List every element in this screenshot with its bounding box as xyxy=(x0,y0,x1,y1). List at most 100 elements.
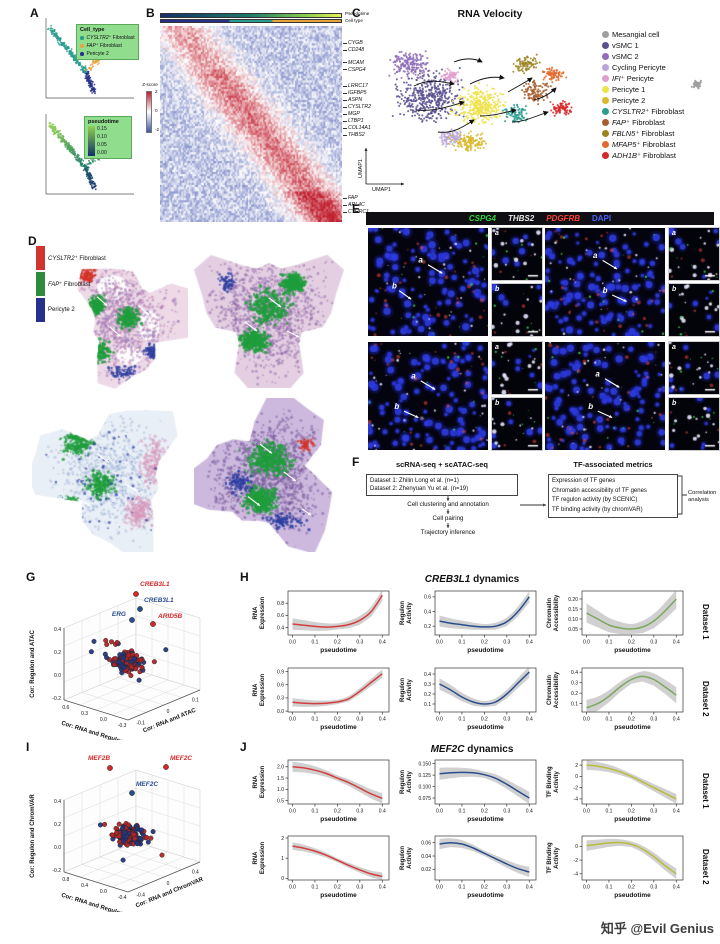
legend-item-label: IFI⁺ Pericyte xyxy=(612,74,654,83)
svg-text:-0.1: -0.1 xyxy=(136,720,145,726)
legend-swatch xyxy=(80,52,84,56)
svg-text:0.1: 0.1 xyxy=(605,640,612,646)
gene-tick xyxy=(343,134,347,136)
inset-label-b: b xyxy=(672,286,677,293)
line-plot: -4 -2 0 2 0.0 0.1 0.2 0.3 0.4 TF Binding Activity p… xyxy=(547,759,684,823)
svg-text:0.6: 0.6 xyxy=(277,613,284,619)
svg-text:Chromatin: Chromatin xyxy=(547,598,553,628)
svg-text:0.4: 0.4 xyxy=(526,885,533,891)
legend-item: vSMC 2 xyxy=(602,52,684,61)
svg-text:Expression: Expression xyxy=(260,841,266,874)
annotation-arrows-2: ab xyxy=(593,251,627,302)
line-plot: 0 1 2 0.0 0.1 0.2 0.3 0.4 RNA Expression pseudotim… xyxy=(253,835,390,899)
legend-swatch xyxy=(602,141,609,148)
inset-label-b: b xyxy=(672,400,677,407)
flow-step-clustering: Cell clustering and annotation xyxy=(407,501,489,508)
svg-text:0.2: 0.2 xyxy=(334,717,341,723)
svg-text:MEF2C: MEF2C xyxy=(170,755,192,762)
gene-tick xyxy=(343,62,347,64)
svg-text:0.3: 0.3 xyxy=(356,885,363,891)
svg-text:Regulon: Regulon xyxy=(400,770,406,794)
svg-text:pseudotime: pseudotime xyxy=(614,892,651,899)
svg-text:0.3: 0.3 xyxy=(356,640,363,646)
svg-text:2: 2 xyxy=(281,836,284,842)
panel-h-title: CREB3L1 dynamics xyxy=(302,574,642,585)
line-plot: 0.05 0.10 0.15 0.20 0.0 0.1 0.2 0.3 0.4 Chromatin… xyxy=(547,590,684,654)
legend-item-label: CYSLTR2⁺ Fibroblast xyxy=(612,107,685,116)
flow-step-trajectory: Trajectory inference xyxy=(420,529,476,536)
panel-j-title: MEF2C dynamics xyxy=(302,744,642,755)
gene-tick xyxy=(343,197,347,199)
svg-text:Regulon: Regulon xyxy=(400,601,406,625)
svg-text:0.0: 0.0 xyxy=(583,809,590,815)
legend-item: FBLN5⁺ Fibroblast xyxy=(602,129,684,138)
svg-text:0.150: 0.150 xyxy=(418,761,431,767)
svg-text:RNA: RNA xyxy=(253,606,259,620)
legend-item: Pericyte 2 xyxy=(80,51,135,57)
zscore-tick: 0 xyxy=(155,108,158,113)
svg-text:-4: -4 xyxy=(574,797,579,803)
legend-swatch xyxy=(602,42,609,49)
zscore-colorbar xyxy=(146,91,152,133)
pseudotime-tick: 0.05 xyxy=(97,142,107,148)
fluor-main-4 xyxy=(545,342,665,450)
spatial-image-2 xyxy=(194,238,344,388)
metric-line-1: Expression of TF genes xyxy=(552,478,616,484)
legend-item-label: FAP⁺ Fibroblast xyxy=(612,118,666,127)
svg-text:0.1: 0.1 xyxy=(311,640,318,646)
svg-text:pseudotime: pseudotime xyxy=(320,816,357,823)
svg-text:0.0: 0.0 xyxy=(289,885,296,891)
svg-text:0.2: 0.2 xyxy=(54,650,61,656)
gene-label: ARL4C xyxy=(348,202,365,209)
svg-text:0.4: 0.4 xyxy=(673,640,680,646)
svg-text:TF Binding: TF Binding xyxy=(547,842,553,874)
svg-text:0.0: 0.0 xyxy=(289,809,296,815)
svg-text:0.2: 0.2 xyxy=(628,640,635,646)
legend-item: Pericyte 2 xyxy=(36,298,106,322)
svg-text:0.1: 0.1 xyxy=(424,702,431,708)
svg-text:Activity: Activity xyxy=(407,847,413,869)
svg-text:0: 0 xyxy=(167,881,170,887)
svg-text:0.3: 0.3 xyxy=(356,717,363,723)
fluor-main-3 xyxy=(368,342,488,450)
panel-h-title-gene: CREB3L1 xyxy=(424,574,471,585)
svg-text:0.2: 0.2 xyxy=(628,717,635,723)
fluor-inset-b-2 xyxy=(668,283,720,337)
heatmap-canvas xyxy=(160,26,342,222)
panel-j-title-rest: dynamics xyxy=(464,744,514,755)
svg-text:0.0: 0.0 xyxy=(100,717,107,723)
legend-item: ADH1B⁺ Fibroblast xyxy=(602,151,684,160)
svg-text:0.0: 0.0 xyxy=(100,889,107,895)
correlation-analysis-label: Correlation analysis xyxy=(688,490,717,503)
svg-text:-0.4: -0.4 xyxy=(136,892,145,898)
svg-text:0.1: 0.1 xyxy=(458,809,465,815)
3d-scatter: 0.4 0.2 0.0 -0.20.6 0.3 0.0 -0.3 -0.1 0 0.1 Cor: R… xyxy=(30,581,201,740)
panel-c-title: RNA Velocity xyxy=(457,8,523,20)
svg-text:pseudotime: pseudotime xyxy=(467,816,504,823)
svg-text:0.0: 0.0 xyxy=(436,885,443,891)
gene-label-row: IGFBP5 xyxy=(343,90,366,97)
legend-swatch xyxy=(602,53,609,60)
svg-text:0.1: 0.1 xyxy=(458,640,465,646)
pseudotime-annotation-bar xyxy=(160,13,342,18)
svg-text:0.1: 0.1 xyxy=(311,809,318,815)
svg-text:ARID5B: ARID5B xyxy=(157,613,183,620)
fluor-inset-b-3 xyxy=(491,397,543,451)
svg-text:0.4: 0.4 xyxy=(526,809,533,815)
svg-text:0.3: 0.3 xyxy=(277,696,284,702)
marker-label-dapi: DAPI xyxy=(592,214,612,223)
svg-text:0.4: 0.4 xyxy=(54,799,61,805)
svg-text:0.3: 0.3 xyxy=(650,885,657,891)
svg-text:ERG: ERG xyxy=(112,611,126,618)
svg-text:0.1: 0.1 xyxy=(605,809,612,815)
svg-text:0.3: 0.3 xyxy=(650,717,657,723)
svg-text:0.4: 0.4 xyxy=(673,809,680,815)
gene-label-row: MGP xyxy=(343,111,360,118)
dataset-label: Dataset 1 xyxy=(701,604,710,640)
svg-text:0.2: 0.2 xyxy=(481,717,488,723)
svg-text:0.4: 0.4 xyxy=(424,672,431,678)
svg-text:0.6: 0.6 xyxy=(424,595,431,601)
fluor-inset-b-4 xyxy=(668,397,720,451)
svg-text:0.3: 0.3 xyxy=(356,809,363,815)
svg-text:pseudotime: pseudotime xyxy=(320,892,357,899)
